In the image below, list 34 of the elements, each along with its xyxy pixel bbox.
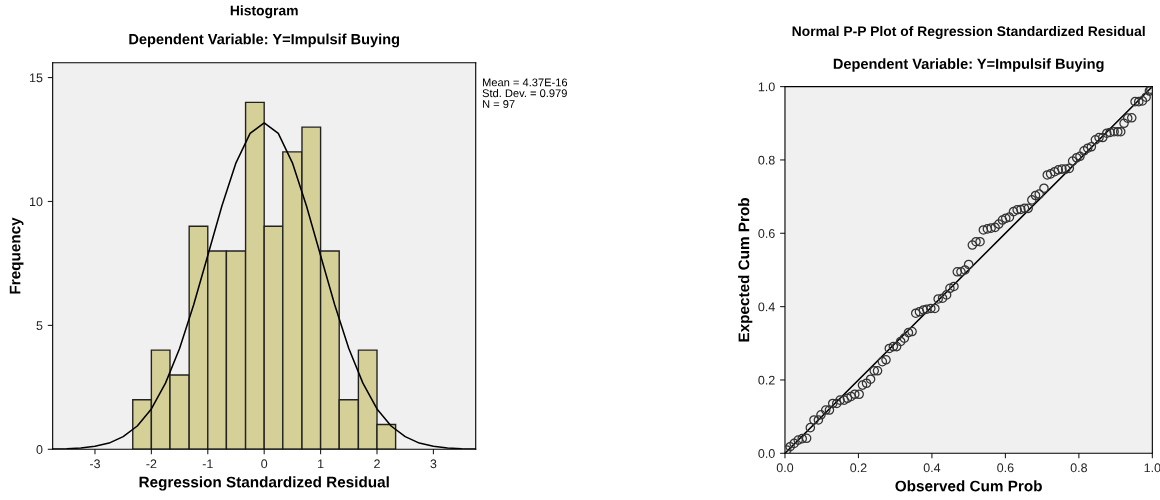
- y-tick-label: 1.0: [758, 82, 775, 92]
- x-tick-label: 0.8: [1070, 463, 1088, 473]
- y-axis-title: Expected Cum Prob: [738, 197, 753, 342]
- x-tick-label: -1: [202, 459, 213, 469]
- chart-subtitle: Dependent Variable: Y=Impulsif Buying: [833, 58, 1104, 72]
- x-tick-label: -3: [89, 459, 100, 469]
- x-tick-label: 0.6: [997, 463, 1014, 473]
- text: N = 97: [482, 100, 515, 108]
- y-tick-label: 0.6: [758, 229, 775, 238]
- x-tick-label: 3: [430, 459, 437, 469]
- x-tick-label: 0: [261, 459, 268, 469]
- x-axis-title: Observed Cum Prob: [895, 480, 1042, 492]
- x-axis-title: Regression Standardized Residual: [139, 476, 389, 491]
- chart-title: Histogram: [230, 5, 298, 19]
- y-tick-label: 15: [29, 73, 43, 83]
- x-tick-label: 2: [374, 459, 380, 469]
- y-tick-label: 0: [36, 445, 43, 454]
- y-tick-label: 0.2: [758, 375, 775, 385]
- chart-title: Normal P-P Plot of Regression Standardized Residual: [792, 25, 1145, 39]
- y-tick-label: 10: [29, 197, 43, 207]
- x-tick-label: 0.2: [850, 463, 867, 473]
- text: Std. Dev. = 0.979: [482, 88, 567, 98]
- y-axis-title: Frequency: [9, 217, 24, 294]
- x-tick-label: 1.0: [1144, 463, 1160, 473]
- x-tick-label: -2: [146, 459, 157, 469]
- x-tick-label: 0.0: [776, 463, 794, 473]
- chart-subtitle: Dependent Variable: Y=Impulsif Buying: [129, 33, 400, 48]
- text: Mean = 4.37E-16: [482, 78, 568, 87]
- x-tick-label: 1: [318, 459, 324, 469]
- x-tick-label: 0.4: [923, 463, 941, 473]
- y-tick-label: 0.8: [758, 155, 775, 165]
- y-tick-label: 0.0: [758, 449, 775, 458]
- y-tick-label: 0.4: [758, 302, 775, 312]
- y-tick-label: 5: [36, 321, 43, 331]
